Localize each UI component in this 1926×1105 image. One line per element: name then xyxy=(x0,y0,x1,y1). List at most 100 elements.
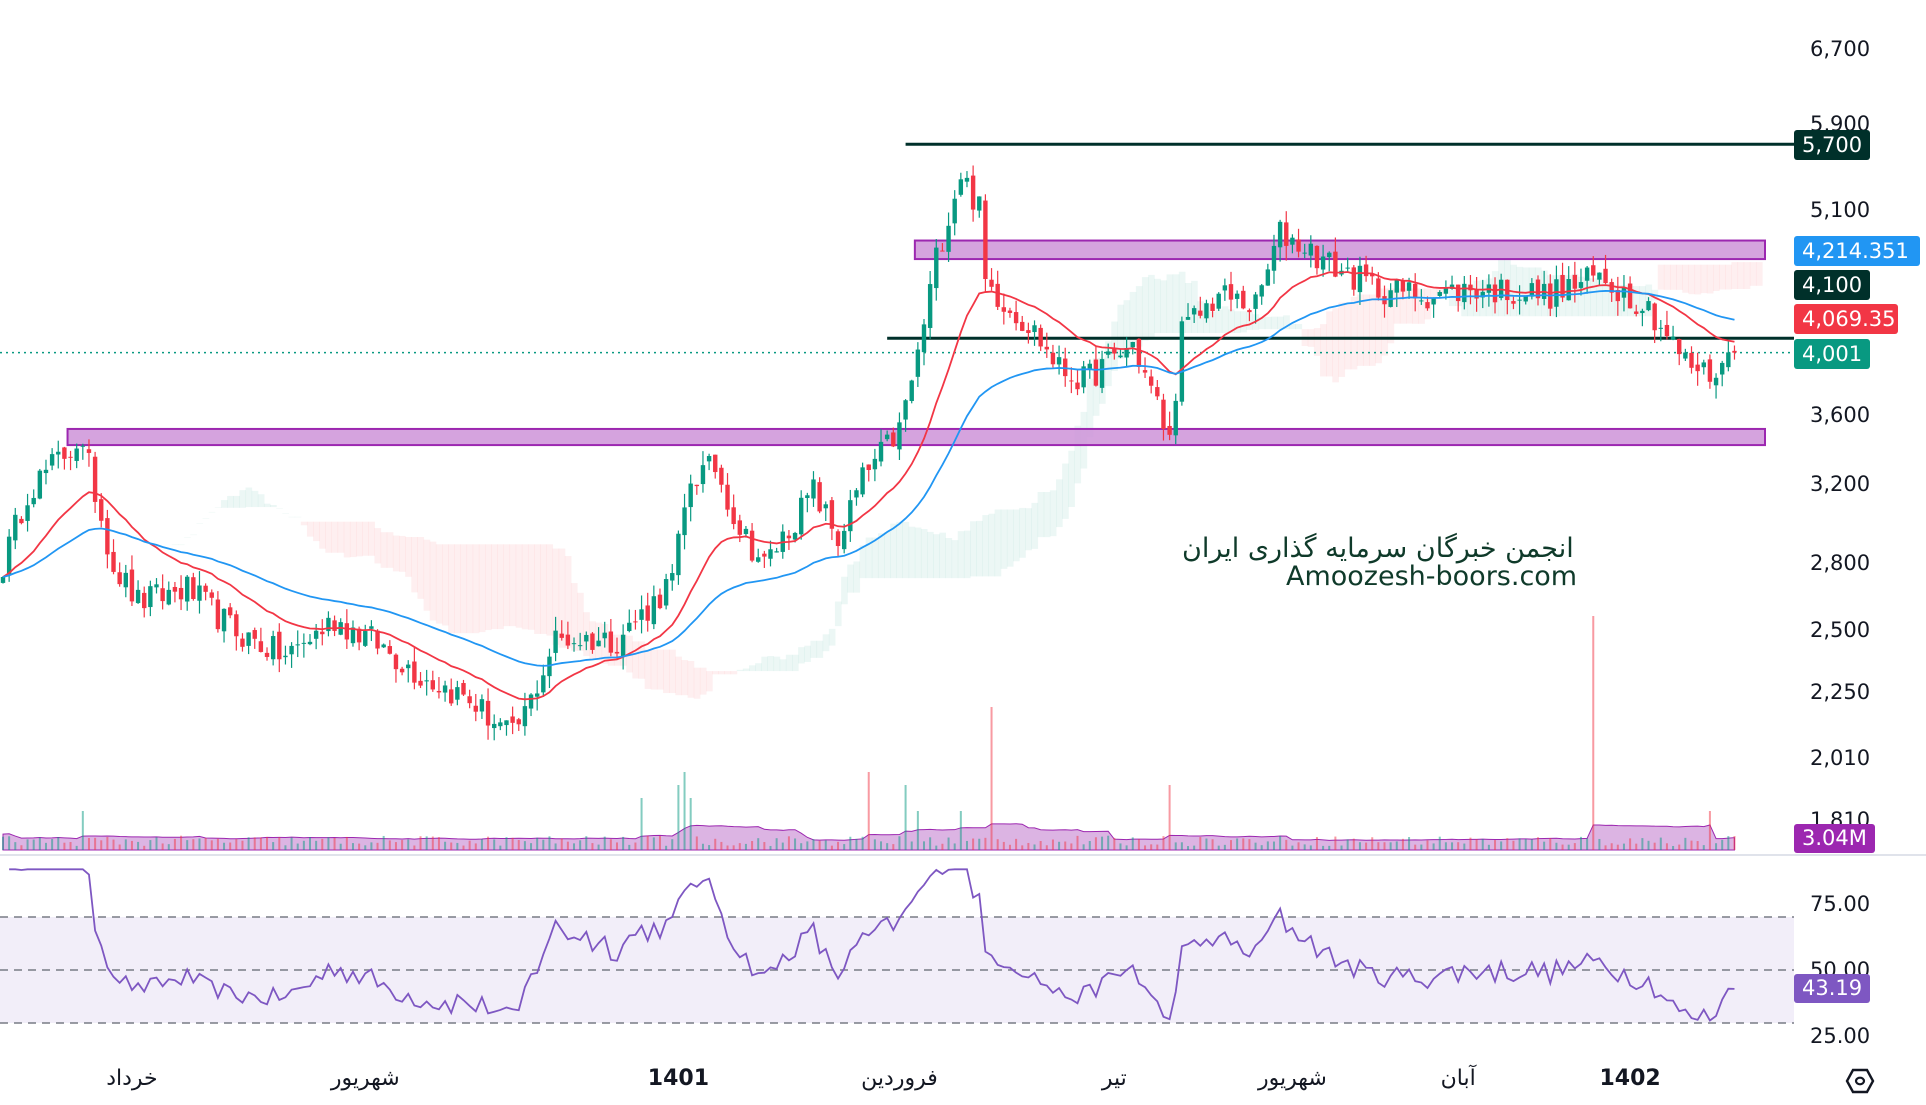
candle xyxy=(700,451,706,493)
candle-body xyxy=(817,482,822,512)
candle-body xyxy=(277,631,282,660)
candle xyxy=(866,464,871,482)
candle xyxy=(387,640,393,655)
candle-body xyxy=(1210,303,1215,311)
cloud-segment xyxy=(1068,450,1075,507)
candle-body xyxy=(1363,264,1369,277)
candle-body xyxy=(682,507,687,536)
volume-bar xyxy=(1150,844,1153,850)
candle xyxy=(332,615,337,637)
candle xyxy=(1689,346,1694,374)
volume-bar xyxy=(646,835,649,850)
tradingview-settings-icon[interactable] xyxy=(1845,1067,1875,1095)
volume-bar xyxy=(1549,838,1552,850)
candle xyxy=(811,471,816,507)
candle xyxy=(1026,322,1031,344)
volume-bar xyxy=(1266,841,1269,850)
volume-bar xyxy=(530,843,533,850)
volume-bar xyxy=(1567,844,1570,850)
candle xyxy=(805,492,810,513)
volume-bar xyxy=(137,841,140,850)
candle xyxy=(442,680,448,702)
volume-bar xyxy=(947,837,950,850)
candle-body xyxy=(1425,302,1430,309)
volume-bar xyxy=(1322,845,1325,850)
candle-body xyxy=(430,680,435,690)
candle-body xyxy=(301,642,307,644)
candle xyxy=(897,412,902,461)
candle xyxy=(172,581,178,603)
candle xyxy=(835,529,841,557)
candle-body xyxy=(1413,283,1418,299)
volume-bar xyxy=(167,844,170,850)
volume-bar xyxy=(1414,844,1417,850)
cloud-segment xyxy=(1141,277,1149,341)
candle xyxy=(989,268,994,291)
volume-bar xyxy=(1297,842,1300,850)
candle xyxy=(1241,285,1246,310)
candle-body xyxy=(1130,341,1135,348)
candle-body xyxy=(473,705,478,712)
volume-bar xyxy=(1696,841,1699,850)
candle xyxy=(1001,293,1007,325)
candle-body xyxy=(1695,364,1700,372)
candle-body xyxy=(1634,311,1639,314)
volume-bar xyxy=(1064,841,1067,850)
volume-bar xyxy=(941,843,944,850)
volume-bar xyxy=(75,845,78,850)
cloud-segment xyxy=(853,561,861,593)
candle-body xyxy=(1640,310,1645,314)
candle xyxy=(185,575,190,611)
candle xyxy=(424,669,429,696)
horizontal-lines xyxy=(0,142,1794,354)
volume-bar xyxy=(855,838,858,850)
candle xyxy=(1578,268,1584,296)
cloud-segment xyxy=(368,521,375,556)
volume-bar xyxy=(241,840,244,850)
candle-body xyxy=(455,687,460,700)
volume-bar xyxy=(339,843,342,850)
volume-bar xyxy=(609,839,612,850)
volume-bar xyxy=(1236,838,1239,850)
candle xyxy=(1615,276,1621,316)
candle xyxy=(1320,244,1326,277)
volume-bar xyxy=(867,772,870,850)
candle-body xyxy=(1302,252,1307,254)
volume-bar xyxy=(437,837,440,850)
candle-body xyxy=(1535,279,1541,299)
candle-body xyxy=(406,664,411,669)
candle-body xyxy=(909,380,914,402)
cloud-segment xyxy=(257,494,265,508)
cloud-segment xyxy=(1006,509,1014,567)
candle-body xyxy=(1253,294,1258,309)
cloud-segment xyxy=(1277,316,1284,330)
volume-bar xyxy=(1039,840,1042,850)
volume-bar xyxy=(1721,839,1724,850)
candle xyxy=(492,714,497,741)
candle-body xyxy=(1161,399,1166,429)
candle-body xyxy=(1271,245,1277,271)
time-tick-label: 1402 xyxy=(1599,1066,1661,1091)
volume-bar xyxy=(1463,843,1466,850)
volume-bar xyxy=(1107,835,1110,850)
volume-bar xyxy=(511,837,514,850)
cloud-segment xyxy=(1706,264,1714,294)
candle-body xyxy=(676,533,681,576)
cloud-segment xyxy=(822,634,830,652)
candle-body xyxy=(645,605,650,621)
cloud-segment xyxy=(1135,286,1143,347)
candle xyxy=(148,580,153,617)
candle-body xyxy=(485,700,491,726)
candle xyxy=(246,632,251,655)
ema-fast-line xyxy=(2,271,1735,701)
candle-body xyxy=(1216,293,1221,309)
candle xyxy=(307,634,313,646)
volume-bar xyxy=(1555,842,1558,850)
candle-body xyxy=(964,177,970,182)
volume-bar xyxy=(837,841,840,850)
cloud-segment xyxy=(1123,300,1131,357)
candle-body xyxy=(191,577,196,599)
candle xyxy=(1234,290,1240,309)
volume-bar xyxy=(843,844,846,850)
